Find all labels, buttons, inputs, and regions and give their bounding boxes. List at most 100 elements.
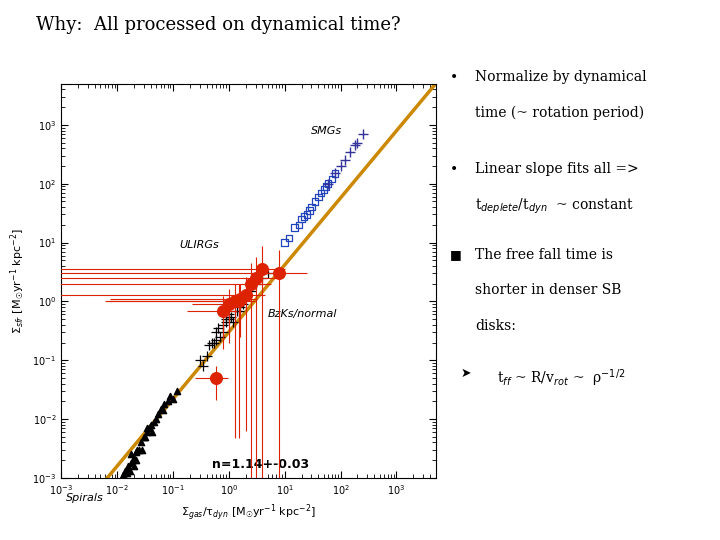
Point [171, 387, 183, 395]
Point [122, 463, 134, 472]
Point [250, 274, 261, 282]
Point [217, 306, 229, 315]
Point [146, 428, 158, 436]
Y-axis label: Σ$_{sfr}$ [M$_☉$yr$^{-1}$ kpc$^{-2}$]: Σ$_{sfr}$ [M$_☉$yr$^{-1}$ kpc$^{-2}$] [8, 228, 27, 334]
Text: ➤: ➤ [461, 367, 472, 380]
Point [323, 179, 334, 188]
Point [351, 138, 363, 147]
Point [103, 509, 114, 518]
Point [122, 462, 134, 470]
Point [330, 169, 341, 178]
Point [225, 312, 237, 321]
Point [284, 234, 295, 242]
Point [238, 300, 249, 308]
Text: BzKs/normal: BzKs/normal [268, 309, 338, 319]
Point [109, 487, 120, 495]
Point [293, 220, 305, 229]
Text: n=1.14+-0.03: n=1.14+-0.03 [212, 457, 309, 470]
Point [130, 456, 142, 464]
Text: disks:: disks: [475, 319, 516, 333]
Point [103, 491, 114, 500]
Point [240, 291, 251, 299]
Point [155, 404, 166, 413]
Point [89, 504, 101, 513]
Point [142, 424, 153, 433]
Point [112, 480, 123, 488]
Point [304, 206, 315, 215]
Point [153, 410, 164, 418]
Point [233, 306, 245, 315]
Point [145, 421, 156, 429]
Point [201, 351, 212, 360]
Point [197, 362, 209, 370]
Point [330, 169, 341, 178]
Point [323, 179, 334, 188]
Text: •: • [450, 70, 458, 84]
Point [136, 446, 148, 454]
Point [209, 338, 220, 347]
Point [144, 424, 156, 433]
Point [128, 454, 140, 462]
Point [204, 341, 215, 349]
Point [117, 476, 129, 485]
Point [296, 215, 307, 224]
Point [120, 474, 131, 482]
Point [220, 318, 232, 326]
Point [121, 469, 132, 477]
Point [211, 336, 222, 345]
Point [125, 458, 137, 467]
Point [228, 318, 239, 326]
Point [233, 297, 245, 306]
Point [141, 428, 153, 436]
Point [312, 192, 324, 201]
Point [125, 450, 137, 459]
Point [235, 295, 246, 303]
Text: ULIRGs: ULIRGs [179, 240, 219, 250]
Point [223, 300, 235, 308]
Point [240, 293, 251, 301]
Point [114, 487, 125, 495]
Point [150, 415, 162, 423]
Point [298, 212, 310, 220]
Point [274, 269, 285, 278]
Point [235, 303, 246, 312]
Point [116, 474, 127, 482]
Point [99, 515, 110, 523]
Point [301, 210, 312, 219]
Point [220, 315, 232, 323]
Point [120, 467, 131, 476]
Point [124, 467, 135, 476]
Point [289, 223, 300, 232]
Point [315, 188, 327, 197]
Point [94, 497, 106, 505]
Point [206, 338, 217, 347]
Point [212, 324, 224, 333]
Point [138, 433, 150, 441]
X-axis label: Σ$_{gas}$/τ$_{dyn}$ [M$_☉$yr$^{-1}$ kpc$^{-2}$]: Σ$_{gas}$/τ$_{dyn}$ [M$_☉$yr$^{-1}$ kpc$… [181, 502, 316, 523]
Point [320, 182, 332, 191]
Point [211, 328, 222, 336]
Point [217, 320, 229, 329]
Point [246, 287, 257, 295]
Point [132, 446, 143, 454]
Point [162, 397, 174, 406]
Point [339, 156, 351, 165]
Point [345, 147, 356, 156]
Point [305, 203, 317, 212]
Point [128, 462, 140, 470]
Point [130, 447, 142, 456]
Point [279, 238, 290, 247]
Text: time (~ rotation period): time (~ rotation period) [475, 105, 644, 120]
Point [335, 161, 346, 170]
Text: t$_{ff}$ ~ R/v$_{rot}$ ~  ρ$^{-1/2}$: t$_{ff}$ ~ R/v$_{rot}$ ~ ρ$^{-1/2}$ [497, 367, 625, 389]
Point [246, 279, 257, 288]
Point [262, 269, 274, 278]
Point [157, 406, 168, 415]
Point [109, 497, 120, 505]
Point [135, 438, 147, 447]
Point [211, 374, 222, 382]
Text: shorter in denser SB: shorter in denser SB [475, 284, 621, 298]
Point [117, 471, 129, 480]
Text: Linear slope fits all =>: Linear slope fits all => [475, 162, 639, 176]
Point [121, 480, 132, 488]
